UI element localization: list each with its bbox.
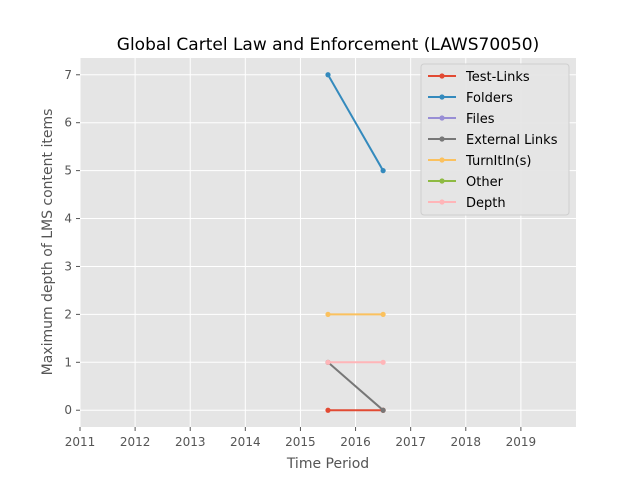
x-tick-label: 2012	[120, 435, 151, 449]
y-tick-label: 7	[64, 68, 72, 82]
legend-box	[420, 63, 570, 216]
legend: Test-Links Folders Files External Links Turn…	[420, 63, 570, 216]
legend-label: Other	[466, 175, 504, 190]
data-point	[325, 72, 331, 78]
x-tick-label: 2019	[506, 435, 537, 449]
legend-swatch-marker	[439, 136, 445, 142]
y-tick-labels: 0 1 2 3 4 5 6 7	[64, 68, 80, 417]
legend-item: Files	[428, 112, 495, 127]
x-tick-label: 2013	[175, 435, 206, 449]
x-tick-labels: 2011 2012 2013 2014 2015 2016 2017 2018 2019	[65, 427, 536, 449]
legend-label: Files	[466, 112, 495, 127]
legend-label: Depth	[466, 196, 506, 211]
legend-swatch-marker	[439, 73, 445, 79]
x-tick-label: 2016	[340, 435, 371, 449]
legend-item: Other	[428, 175, 504, 190]
y-tick-label: 0	[64, 403, 72, 417]
chart-title: Global Cartel Law and Enforcement (LAWS7…	[117, 35, 539, 55]
legend-swatch-marker	[439, 157, 445, 163]
series-depth	[325, 359, 386, 365]
y-tick-label: 1	[64, 355, 72, 369]
legend-swatch-marker	[439, 199, 445, 205]
legend-item: TurnItIn(s)	[428, 154, 531, 169]
data-point	[325, 407, 331, 413]
x-tick-label: 2015	[285, 435, 316, 449]
y-tick-label: 6	[64, 116, 72, 130]
legend-swatch-marker	[439, 115, 445, 121]
series-line	[327, 74, 384, 172]
legend-item: External Links	[428, 133, 558, 148]
legend-item: Folders	[428, 91, 513, 106]
legend-item: Depth	[428, 196, 506, 211]
x-tick-label: 2011	[65, 435, 96, 449]
data-point	[325, 359, 331, 365]
y-tick-label: 4	[64, 212, 72, 226]
legend-label: Test-Links	[465, 70, 530, 85]
y-tick-label: 2	[64, 307, 72, 321]
series-turnitin-s	[325, 311, 386, 317]
data-point	[380, 359, 386, 365]
y-axis-label: Maximum depth of LMS content items	[40, 109, 56, 376]
data-point	[325, 311, 331, 317]
series-line	[327, 361, 384, 411]
legend-label: Folders	[466, 91, 513, 106]
data-point	[380, 407, 386, 413]
data-point	[380, 168, 386, 174]
legend-swatch-marker	[439, 94, 445, 100]
x-tick-label: 2017	[395, 435, 426, 449]
legend-label: External Links	[466, 133, 558, 148]
y-tick-label: 5	[64, 164, 72, 178]
series-layer	[325, 72, 386, 413]
data-point	[380, 311, 386, 317]
legend-label: TurnItIn(s)	[465, 154, 531, 169]
series-folders	[325, 72, 386, 174]
x-tick-label: 2014	[230, 435, 261, 449]
y-tick-label: 3	[64, 259, 72, 273]
legend-swatch-marker	[439, 178, 445, 184]
x-tick-label: 2018	[451, 435, 482, 449]
x-axis-label: Time Period	[286, 456, 369, 472]
legend-item: Test-Links	[428, 70, 530, 85]
